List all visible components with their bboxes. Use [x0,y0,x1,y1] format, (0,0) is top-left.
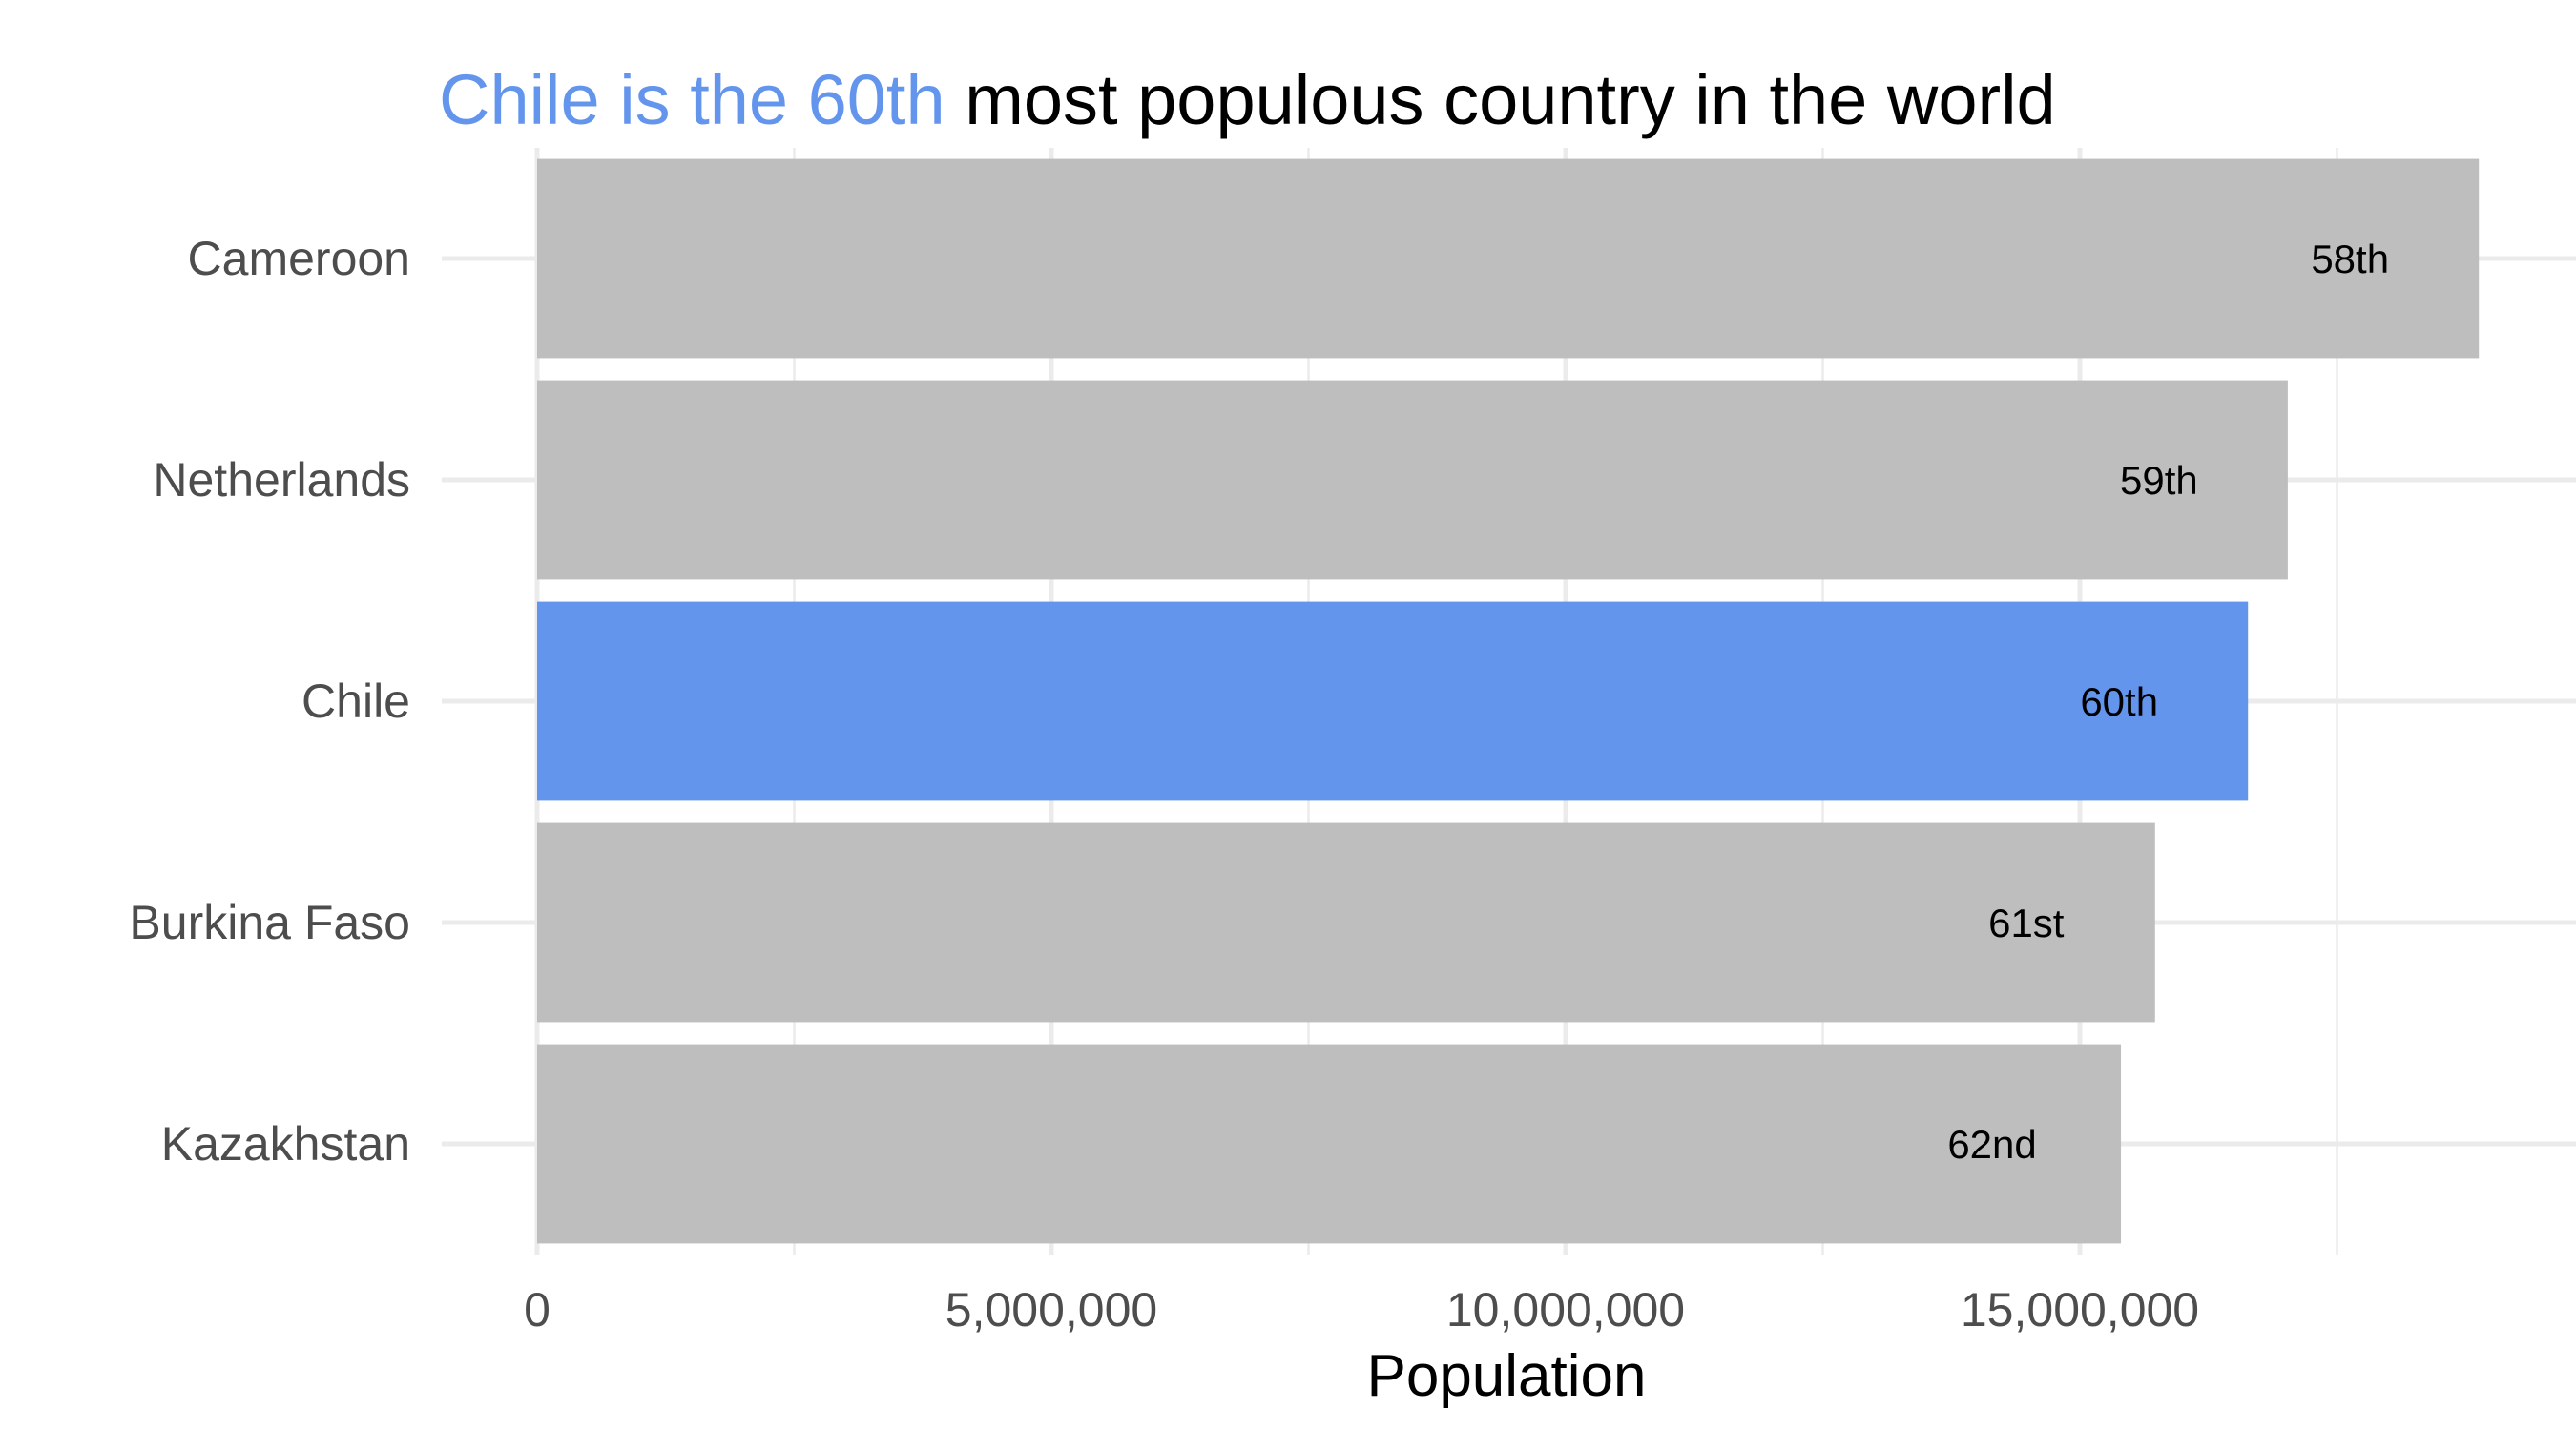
bar [537,158,2480,359]
label-layer: 0 5,000,000 10,000,000 15,000,000 Cameroon 58… [129,232,2389,1337]
bar-layer [537,158,2480,1244]
bar-rank-label: 62nd [1947,1122,2036,1167]
bar [537,380,2288,580]
bar-highlighted [537,601,2249,801]
category-label: Cameroon [188,232,410,285]
category-label: Netherlands [153,453,410,507]
x-tick-label: 10,000,000 [1446,1283,1685,1337]
x-tick-label: 0 [524,1283,551,1337]
category-label: Burkina Faso [129,896,410,949]
x-tick-label: 15,000,000 [1961,1283,2199,1337]
x-axis-title: Population [1366,1343,1646,1409]
bar-rank-label: 61st [1988,901,2065,945]
bar-rank-label: 58th [2311,237,2389,281]
category-label: Chile [301,674,410,728]
category-label: Kazakhstan [161,1117,410,1171]
chart-title-highlight: Chile is the 60th [439,60,945,139]
bar [537,822,2155,1023]
chart-title-rest: most populous country in the world [945,60,2056,139]
bar [537,1044,2122,1244]
x-tick-label: 5,000,000 [945,1283,1157,1337]
bar-rank-label: 59th [2120,458,2198,503]
chart-title: Chile is the 60th most populous country … [439,60,2056,139]
bar-rank-label: 60th [2080,679,2158,724]
